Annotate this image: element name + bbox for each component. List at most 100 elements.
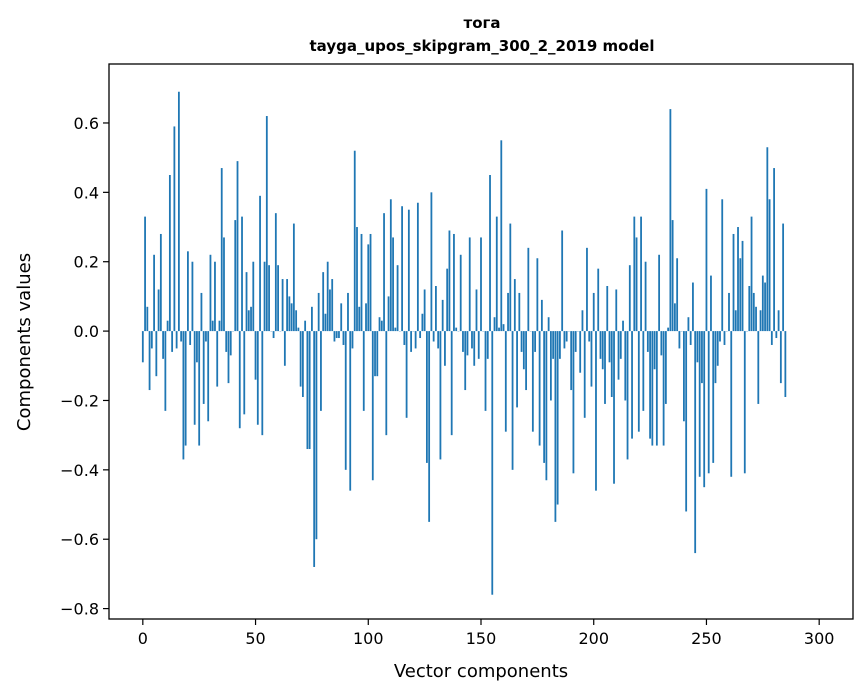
bar-23 [193,331,196,425]
bar-263 [734,310,737,332]
bar-282 [777,310,780,332]
bar-47 [247,310,250,332]
bar-71 [301,331,304,397]
bar-33 [216,331,219,387]
bar-155 [491,331,494,595]
bar-222 [642,331,645,411]
y-axis: −0.8 −0.6 −0.4 −0.2 0.0 0.2 0.4 0.6 [60,114,109,619]
x-tick-label: 0 [138,629,148,648]
bar-212 [619,331,622,359]
bar-254 [714,331,717,384]
bar-198 [588,331,591,342]
bar-284 [782,223,785,332]
bar-209 [613,331,615,484]
bar-149 [477,331,480,359]
bar-270 [750,216,753,332]
bar-91 [347,292,349,332]
y-tick-label: −0.6 [60,530,99,549]
bar-188 [565,331,568,342]
bar-178 [543,331,546,463]
bar-87 [338,331,340,339]
bar-206 [606,286,609,332]
bar-154 [489,175,491,332]
bar-221 [640,216,642,332]
bar-52 [259,195,261,332]
bar-177 [540,299,543,332]
bar-3 [148,331,151,391]
bar-156 [493,317,496,332]
bar-102 [371,331,374,481]
bar-244 [692,282,694,332]
bar-138 [453,233,455,332]
bar-112 [394,327,397,332]
bar-116 [403,331,406,345]
bar-132 [439,331,442,460]
bar-176 [538,331,541,446]
bar-125 [423,289,426,332]
bar-121 [414,331,417,349]
bar-255 [716,331,719,366]
bar-9 [162,331,165,359]
bar-173 [531,331,534,432]
bar-166 [516,331,518,408]
bar-142 [462,331,464,352]
bar-207 [608,331,611,363]
bar-41 [234,220,237,332]
bar-234 [669,109,672,332]
bar-276 [764,282,766,332]
bar-240 [683,331,685,422]
bar-229 [658,254,661,332]
bar-28 [205,331,207,342]
bar-105 [378,317,381,332]
y-tick-label: −0.2 [60,391,99,410]
bar-217 [631,331,633,439]
bar-236 [673,303,676,332]
bar-22 [191,261,194,332]
y-tick-label: 0.2 [74,253,99,272]
bar-103 [374,331,376,377]
bar-117 [405,331,408,418]
bar-15 [175,331,178,349]
bar-25 [198,331,201,446]
bar-202 [597,268,600,332]
bar-58 [272,331,275,339]
bar-277 [766,147,769,332]
bar-144 [466,331,469,356]
bar-38 [227,331,230,384]
bar-39 [229,331,232,356]
bar-10 [164,331,167,411]
bar-208 [610,331,613,397]
y-tick-label: 0.0 [74,322,99,341]
bar-2 [146,306,149,332]
bar-225 [649,331,651,439]
bar-53 [261,331,264,436]
bar-18 [182,331,185,460]
bar-262 [732,233,735,332]
bar-136 [448,230,451,332]
bar-205 [604,331,606,404]
bar-75 [311,306,313,332]
bar-126 [425,331,428,463]
bar-223 [644,261,647,332]
bar-216 [628,265,631,332]
bar-68 [295,310,298,332]
x-tick-label: 250 [691,629,722,648]
bar-150 [480,237,482,332]
bar-135 [446,268,449,332]
bar-118 [407,209,410,332]
bar-235 [671,220,674,332]
bar-219 [635,237,638,332]
bar-163 [509,223,512,332]
bar-187 [563,331,566,349]
bar-42 [236,161,239,332]
bar-180 [547,317,550,332]
bar-197 [586,247,588,332]
bar-267 [743,331,746,474]
bar-237 [676,258,679,332]
bar-109 [387,296,390,332]
bar-24 [196,331,198,363]
bar-44 [241,216,243,332]
bar-264 [737,227,739,332]
bar-100 [367,244,370,332]
bar-111 [392,237,394,332]
